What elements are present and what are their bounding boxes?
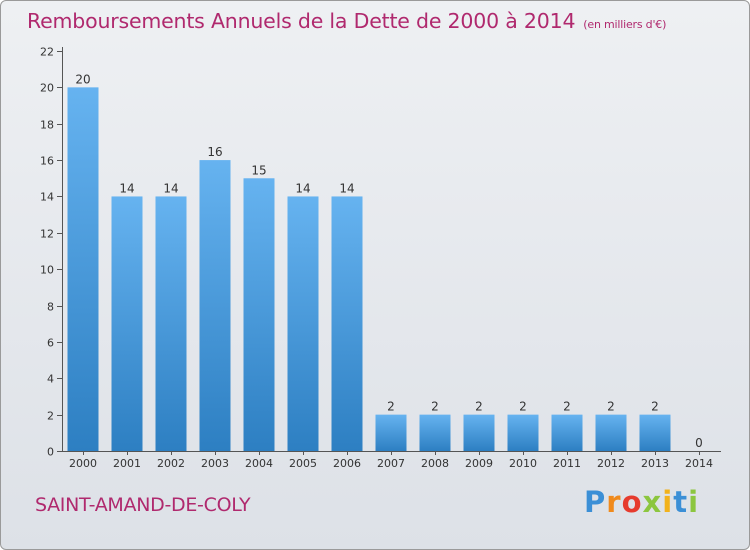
y-tick-label: 16 (40, 155, 54, 168)
y-tick-label: 4 (47, 373, 54, 386)
bar (507, 414, 539, 451)
bar (639, 414, 671, 451)
bar-value-label: 2 (563, 400, 571, 414)
bar (463, 414, 495, 451)
commune-name: SAINT-AMAND-DE-COLY (35, 494, 251, 516)
bar (287, 196, 319, 451)
y-tick-label: 8 (47, 301, 54, 314)
bar-value-label: 2 (387, 400, 395, 414)
bar-value-label: 16 (207, 145, 222, 159)
bar-value-label: 2 (651, 400, 659, 414)
bar (595, 414, 627, 451)
x-tick-label: 2012 (597, 457, 625, 470)
bar (331, 196, 363, 451)
x-tick-label: 2008 (421, 457, 449, 470)
chart-title-text: Remboursements Annuels de la Dette de 20… (27, 9, 576, 33)
bar (419, 414, 451, 451)
x-tick-label: 2000 (69, 457, 97, 470)
x-tick-label: 2003 (201, 457, 229, 470)
bar-value-label: 0 (695, 436, 703, 450)
y-tick-label: 6 (47, 337, 54, 350)
bar-value-label: 14 (119, 181, 134, 195)
logo-letter: o (621, 485, 643, 519)
bar-value-label: 14 (295, 181, 310, 195)
x-tick-label: 2007 (377, 457, 405, 470)
bar (111, 196, 143, 451)
x-tick-label: 2004 (245, 457, 273, 470)
bar-value-label: 2 (475, 400, 483, 414)
bar (199, 160, 231, 451)
logo-letter: i (662, 485, 674, 519)
y-tick-label: 12 (40, 228, 54, 241)
logo-letter: i (688, 485, 700, 519)
logo-letter: r (606, 485, 622, 519)
logo-letter: t (673, 485, 689, 519)
proxiti-logo: Proxiti (584, 485, 699, 519)
bar-value-label: 2 (519, 400, 527, 414)
x-tick-label: 2013 (641, 457, 669, 470)
bar-value-label: 14 (339, 181, 354, 195)
x-tick-label: 2006 (333, 457, 361, 470)
x-tick-label: 2001 (113, 457, 141, 470)
y-tick-label: 0 (47, 446, 54, 459)
bar-value-label: 2 (607, 400, 615, 414)
logo-letter: P (584, 485, 607, 519)
x-tick-label: 2005 (289, 457, 317, 470)
x-tick-label: 2002 (157, 457, 185, 470)
y-tick-label: 2 (47, 410, 54, 423)
bar-value-label: 2 (431, 400, 439, 414)
y-tick-label: 18 (40, 119, 54, 132)
bar-value-label: 20 (75, 72, 90, 86)
x-tick-label: 2014 (685, 457, 713, 470)
bar (67, 87, 99, 451)
chart-unit-note: (en milliers d'€) (583, 18, 667, 31)
logo-letter: x (642, 485, 663, 519)
y-tick-label: 10 (40, 264, 54, 277)
y-tick-label: 22 (40, 46, 54, 59)
y-tick-label: 14 (40, 191, 54, 204)
y-tick-label: 20 (40, 82, 54, 95)
bar (551, 414, 583, 451)
bar-value-label: 14 (163, 181, 178, 195)
x-tick-label: 2010 (509, 457, 537, 470)
bar (375, 414, 407, 451)
bar-value-label: 15 (251, 163, 266, 177)
bar (243, 178, 275, 452)
chart-title: Remboursements Annuels de la Dette de 20… (27, 9, 666, 33)
bar (155, 196, 187, 451)
x-tick-label: 2009 (465, 457, 493, 470)
x-tick-label: 2011 (553, 457, 581, 470)
